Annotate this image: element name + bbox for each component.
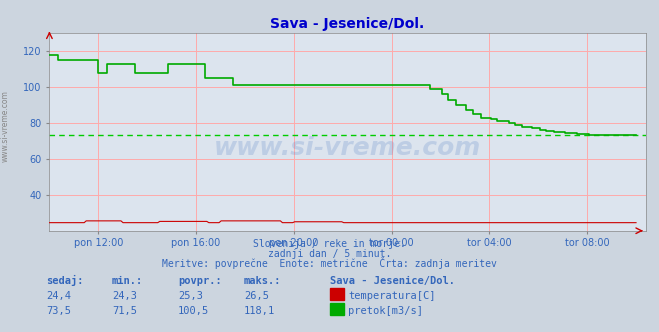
Text: sedaj:: sedaj: (46, 275, 84, 286)
Text: zadnji dan / 5 minut.: zadnji dan / 5 minut. (268, 249, 391, 259)
Text: temperatura[C]: temperatura[C] (348, 291, 436, 301)
Text: Slovenija / reke in morje.: Slovenija / reke in morje. (253, 239, 406, 249)
Text: 71,5: 71,5 (112, 306, 137, 316)
Text: Sava - Jesenice/Dol.: Sava - Jesenice/Dol. (330, 276, 455, 286)
Text: Meritve: povprečne  Enote: metrične  Črta: zadnja meritev: Meritve: povprečne Enote: metrične Črta:… (162, 257, 497, 269)
Text: min.:: min.: (112, 276, 143, 286)
Text: www.si-vreme.com: www.si-vreme.com (214, 136, 481, 160)
Text: www.si-vreme.com: www.si-vreme.com (1, 90, 10, 162)
Text: 118,1: 118,1 (244, 306, 275, 316)
Text: 73,5: 73,5 (46, 306, 71, 316)
Text: 24,3: 24,3 (112, 291, 137, 301)
Title: Sava - Jesenice/Dol.: Sava - Jesenice/Dol. (270, 17, 425, 31)
Text: 25,3: 25,3 (178, 291, 203, 301)
Text: 24,4: 24,4 (46, 291, 71, 301)
Text: pretok[m3/s]: pretok[m3/s] (348, 306, 423, 316)
Text: maks.:: maks.: (244, 276, 281, 286)
Text: povpr.:: povpr.: (178, 276, 221, 286)
Text: 26,5: 26,5 (244, 291, 269, 301)
Text: 100,5: 100,5 (178, 306, 209, 316)
